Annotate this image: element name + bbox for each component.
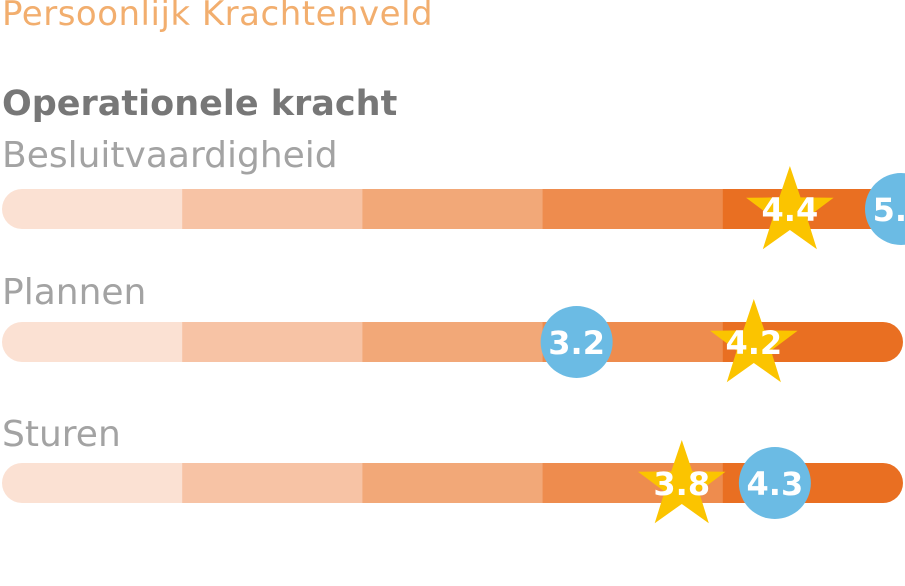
section-title: Operationele kracht [2,84,398,124]
row-label-besluitvaardigheid: Besluitvaardigheid [2,135,338,176]
bar-track [2,189,903,229]
score-star-label: 4.4 [762,191,819,229]
score-star [746,166,834,250]
row-label-sturen: Sturen [2,414,121,455]
bar-segment [2,463,183,503]
bar-segment [542,189,724,229]
bar-segment [2,189,183,229]
score-circle-label: 3.2 [548,324,605,362]
score-star-label: 4.2 [725,324,782,362]
bar-segment [182,322,363,362]
bar-segment [362,189,544,229]
score-star-label: 3.8 [653,465,710,503]
bar-segment [362,463,544,503]
bar-segment [362,322,544,362]
score-circle-label: 5.0 [873,191,905,229]
score-star [638,440,726,524]
bar-segment [182,189,363,229]
row-label-plannen: Plannen [2,272,147,313]
bar-segment [182,463,363,503]
chart-row: 4.4 5.0 [2,166,905,250]
score-circle-label: 4.3 [747,465,804,503]
score-circle [865,173,905,245]
bar-segment [2,322,183,362]
score-circle [738,447,811,519]
page-title: Persoonlijk Krachtenveld [2,0,434,34]
chart-row: 3.8 4.3 [2,440,903,524]
score-circle [540,306,613,378]
score-star [710,299,798,383]
chart-row: 3.2 4.2 [2,299,903,383]
